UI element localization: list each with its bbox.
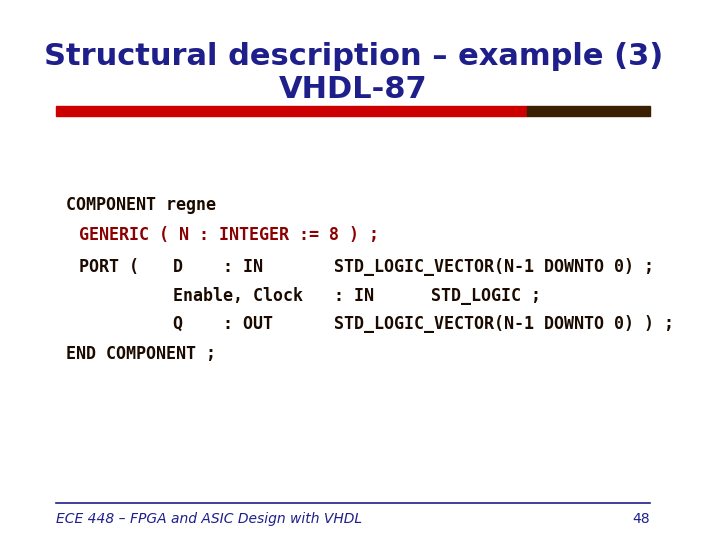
Text: Structural description – example (3): Structural description – example (3)	[43, 42, 663, 71]
Text: PORT (: PORT (	[79, 258, 139, 276]
Bar	[527, 106, 650, 116]
Text: Enable, Clock: Enable, Clock	[173, 287, 302, 305]
Text: ECE 448 – FPGA and ASIC Design with VHDL: ECE 448 – FPGA and ASIC Design with VHDL	[56, 512, 363, 526]
Text: Q    : OUT: Q : OUT	[173, 315, 273, 333]
Bar	[56, 106, 527, 116]
Text: STD_LOGIC_VECTOR(N-1 DOWNTO 0) ;: STD_LOGIC_VECTOR(N-1 DOWNTO 0) ;	[334, 258, 654, 276]
Text: END COMPONENT ;: END COMPONENT ;	[66, 345, 216, 363]
Text: STD_LOGIC_VECTOR(N-1 DOWNTO 0) ) ;: STD_LOGIC_VECTOR(N-1 DOWNTO 0) ) ;	[334, 315, 674, 333]
Text: : IN: : IN	[334, 287, 374, 305]
Text: COMPONENT regne: COMPONENT regne	[66, 196, 216, 214]
Text: 48: 48	[632, 512, 650, 526]
Text: D    : IN: D : IN	[173, 258, 263, 276]
Text: GENERIC ( N : INTEGER := 8 ) ;: GENERIC ( N : INTEGER := 8 ) ;	[79, 226, 379, 244]
Text: STD_LOGIC ;: STD_LOGIC ;	[431, 287, 541, 305]
Text: VHDL-87: VHDL-87	[279, 75, 428, 104]
